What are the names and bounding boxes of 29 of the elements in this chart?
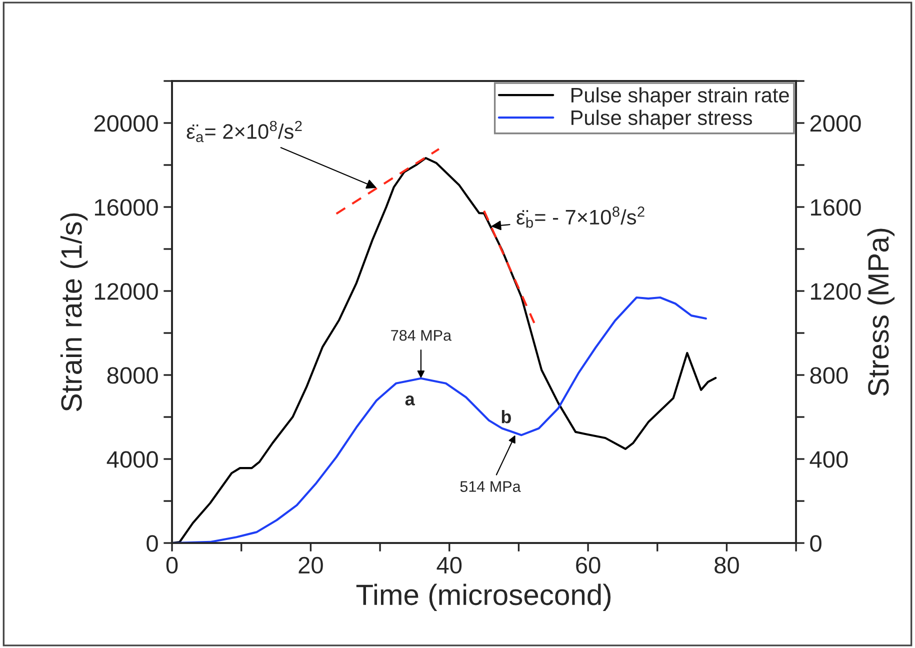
annotation: a xyxy=(405,396,415,406)
y-tick-label: 16000 xyxy=(94,199,158,216)
y2-tick-label: 2000 xyxy=(810,115,861,132)
y-axis-title: Strain rate (1/s) xyxy=(60,213,88,412)
x-tick-label: 0 xyxy=(166,556,178,574)
legend-label: Pulse shaper strain rate xyxy=(572,87,789,107)
y-tick-label: 12000 xyxy=(94,283,158,300)
y2-tick-label: 1200 xyxy=(811,283,861,300)
y2-tick-label: 0 xyxy=(810,535,822,552)
x-tick-label: 60 xyxy=(576,556,600,574)
line-series xyxy=(172,157,717,544)
legend-label: Pulse shaper stress xyxy=(572,110,752,130)
y-tick-label: 0 xyxy=(146,535,158,552)
annotation: ε̈$_{a}$= 2×10$^{8}$/s$^{2}$ xyxy=(186,120,302,142)
x-tick-label: 20 xyxy=(298,556,323,574)
y2-tick-label: 1600 xyxy=(811,199,861,216)
y2-tick-label: 400 xyxy=(810,451,848,468)
x-axis-title: Time (microsecond) xyxy=(356,584,611,611)
x-tick-label: 80 xyxy=(714,556,739,574)
y2-axis-title: Stress (MPa) xyxy=(867,228,894,396)
annotation: 784 MPa xyxy=(391,330,452,341)
y-tick-label: 4000 xyxy=(106,451,158,468)
y-tick-label: 8000 xyxy=(107,367,158,384)
y2-tick-label: 800 xyxy=(810,367,848,384)
annotation: ε̈$_{b}$= - 7×10$^{8}$/s$^{2}$ xyxy=(516,206,644,228)
annotation: b xyxy=(502,410,511,424)
y-tick-label: 20000 xyxy=(94,115,158,132)
annotation: 514 MPa xyxy=(460,481,521,492)
x-tick-label: 40 xyxy=(436,556,462,574)
